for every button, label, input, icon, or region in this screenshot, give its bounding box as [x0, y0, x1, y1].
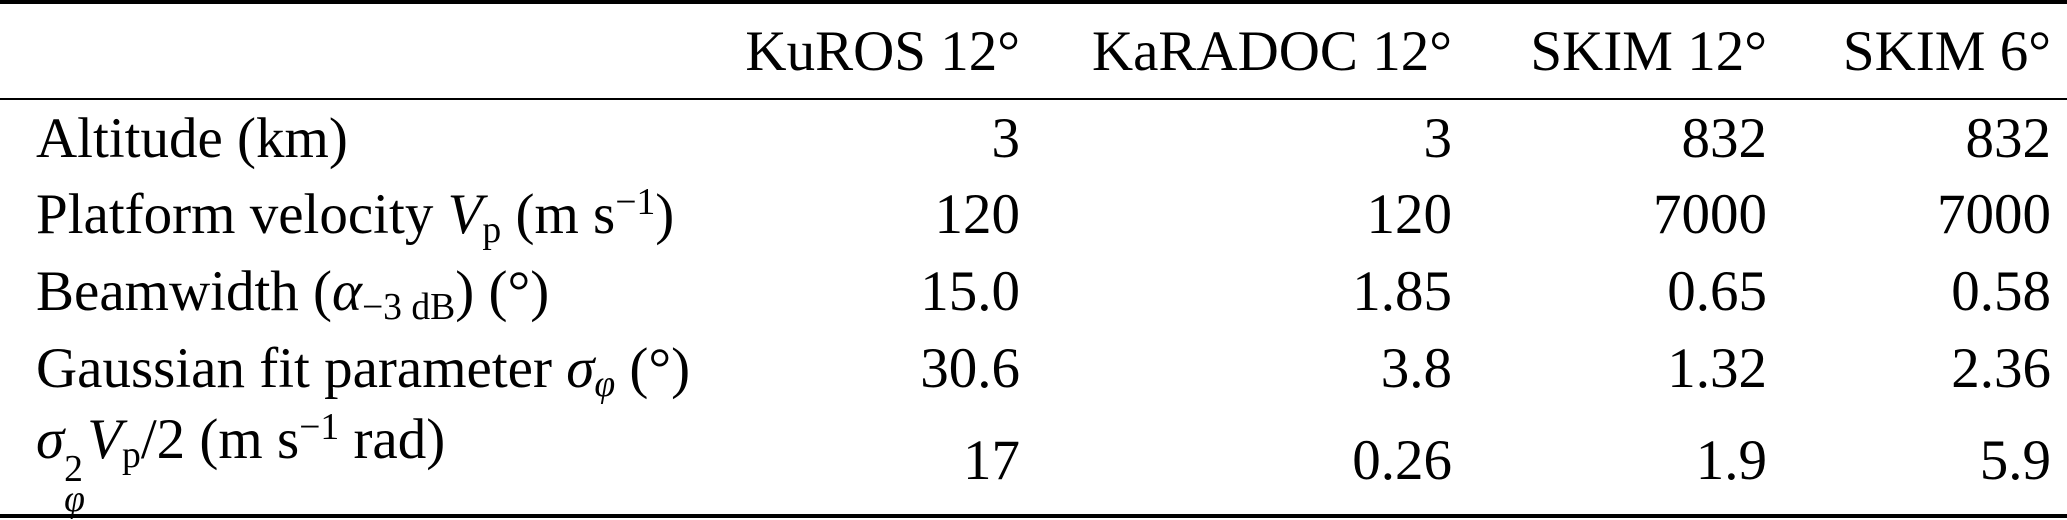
value-cell: 7000	[1653, 183, 1767, 246]
value-cell: 15.0	[920, 260, 1020, 323]
table-row-sigma2vp2: σ 2 φ Vp/2 (m s−1 rad) 17 0.26 1.9 5.9	[0, 406, 2067, 520]
value-cell: 2.36	[1951, 337, 2051, 400]
value-cell: 3	[1423, 106, 1453, 170]
row-label-gaussian-fit: Gaussian fit parameter σφ (°)	[36, 337, 691, 406]
value-cell: 120	[934, 183, 1021, 246]
row-label-beamwidth: Beamwidth (α−3 dB) (°)	[36, 260, 550, 329]
value-cell: 5.9	[1979, 429, 2051, 492]
value-cell: 0.65	[1667, 260, 1767, 323]
row-label-sigma2vp2: σ 2 φ Vp/2 (m s−1 rad)	[36, 406, 446, 520]
value-cell: 1.32	[1667, 337, 1767, 400]
column-header-skim-12: SKIM 12°	[1530, 19, 1767, 83]
column-header-karadoc-12: KaRADOC 12°	[1091, 19, 1452, 83]
row-label-platform-velocity: Platform velocity Vp (m s−1)	[36, 181, 675, 252]
table-row-beamwidth: Beamwidth (α−3 dB) (°) 15.0 1.85 0.65 0.…	[0, 253, 2067, 330]
value-cell: 30.6	[920, 337, 1020, 400]
row-label-altitude: Altitude (km)	[36, 106, 348, 170]
table-row-platform-velocity: Platform velocity Vp (m s−1) 120 120 700…	[0, 176, 2067, 253]
corner-cell	[0, 2, 680, 99]
column-header-skim-6: SKIM 6°	[1842, 19, 2051, 83]
table-row-altitude: Altitude (km) 3 3 832 832	[0, 99, 2067, 176]
value-cell: 832	[1681, 106, 1768, 170]
value-cell: 1.9	[1695, 429, 1767, 492]
column-header-kuros-12: KuROS 12°	[745, 19, 1020, 83]
header-row: KuROS 12° KaRADOC 12° SKIM 12° SKIM 6°	[0, 2, 2067, 99]
value-cell: 0.58	[1951, 260, 2051, 323]
value-cell: 17	[963, 429, 1020, 492]
value-cell: 0.26	[1352, 429, 1452, 492]
value-cell: 7000	[1937, 183, 2051, 246]
value-cell: 120	[1366, 183, 1453, 246]
value-cell: 1.85	[1352, 260, 1452, 323]
value-cell: 3	[991, 106, 1021, 170]
value-cell: 3.8	[1380, 337, 1452, 400]
table-row-gaussian-fit: Gaussian fit parameter σφ (°) 30.6 3.8 1…	[0, 330, 2067, 407]
value-cell: 832	[1965, 106, 2052, 170]
